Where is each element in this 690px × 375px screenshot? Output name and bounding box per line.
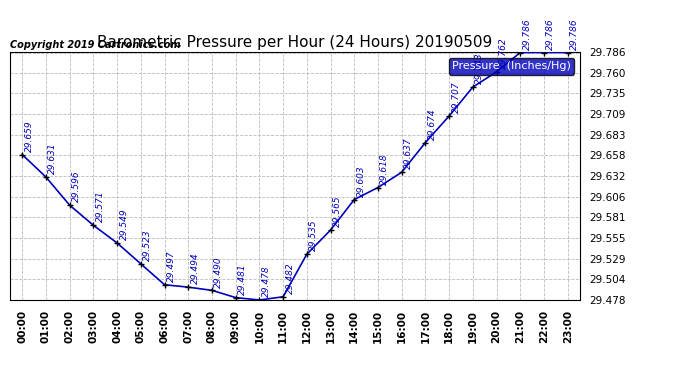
Text: 29.618: 29.618 — [380, 153, 389, 185]
Text: 29.596: 29.596 — [72, 171, 81, 202]
Text: 29.786: 29.786 — [523, 18, 532, 50]
Text: 29.786: 29.786 — [546, 18, 555, 50]
Title: Barometric Pressure per Hour (24 Hours) 20190509: Barometric Pressure per Hour (24 Hours) … — [97, 35, 493, 50]
Text: 29.631: 29.631 — [48, 142, 57, 174]
Text: 29.494: 29.494 — [190, 253, 199, 284]
Text: 29.637: 29.637 — [404, 138, 413, 170]
Text: 29.762: 29.762 — [499, 38, 508, 69]
Text: 29.743: 29.743 — [475, 53, 484, 84]
Text: 29.497: 29.497 — [167, 251, 176, 282]
Text: 29.659: 29.659 — [25, 120, 34, 152]
Text: 29.481: 29.481 — [238, 263, 247, 295]
Text: 29.549: 29.549 — [119, 209, 128, 240]
Text: 29.535: 29.535 — [309, 220, 318, 251]
Text: 29.571: 29.571 — [96, 191, 105, 222]
Text: 29.674: 29.674 — [428, 108, 437, 140]
Text: 29.478: 29.478 — [262, 266, 271, 297]
Text: 29.786: 29.786 — [570, 18, 579, 50]
Text: 29.707: 29.707 — [451, 82, 461, 113]
Text: 29.482: 29.482 — [286, 262, 295, 294]
Text: Copyright 2019 Cartronics.com: Copyright 2019 Cartronics.com — [10, 40, 181, 50]
Text: 29.523: 29.523 — [144, 230, 152, 261]
Text: 29.565: 29.565 — [333, 196, 342, 227]
Text: 29.603: 29.603 — [357, 165, 366, 197]
Legend: Pressure  (Inches/Hg): Pressure (Inches/Hg) — [448, 58, 574, 75]
Text: 29.490: 29.490 — [215, 256, 224, 288]
